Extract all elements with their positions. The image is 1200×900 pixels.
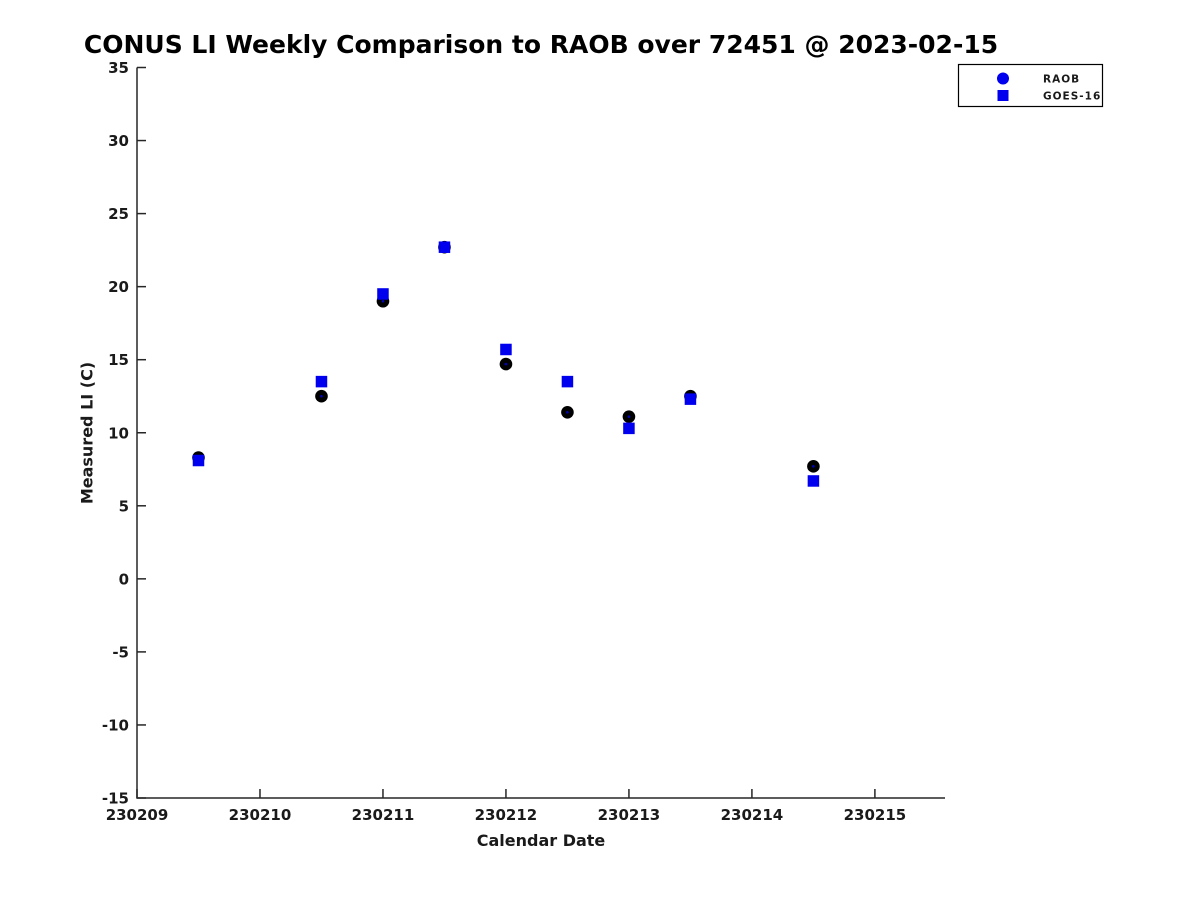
x-tick-label: 230211 (352, 806, 415, 824)
x-axis-label: Calendar Date (476, 831, 606, 850)
axis-spines (136, 67, 945, 799)
goes-16-marker (561, 375, 574, 388)
x-tick-label: 230215 (844, 806, 907, 824)
x-tick-label: 230210 (229, 806, 292, 824)
legend-marker-goes-16 (997, 90, 1009, 101)
y-tick-label: 15 (108, 351, 129, 369)
goes-16-marker (315, 375, 328, 388)
raob-marker-center (627, 415, 631, 418)
y-tick-label: 35 (108, 59, 129, 77)
y-tick-label: 0 (119, 570, 129, 588)
x-tick-label: 230212 (475, 806, 538, 824)
goes-16-marker (500, 343, 512, 356)
goes-16-marker (438, 241, 451, 253)
goes-16-marker (377, 288, 389, 300)
goes-16-marker (192, 454, 205, 467)
legend-box (957, 63, 1104, 108)
y-tick-label: 10 (108, 424, 129, 442)
chart-title: CONUS LI Weekly Comparison to RAOB over … (83, 30, 999, 59)
raob-marker-center (504, 362, 508, 366)
y-tick-label: -5 (112, 643, 129, 661)
legend-marker-raob (997, 72, 1009, 85)
y-tick-label: 5 (119, 497, 129, 515)
y-tick-label: 20 (108, 278, 129, 296)
y-tick-label: -15 (102, 790, 129, 808)
raob-marker-center (381, 299, 385, 303)
legend-label: GOES-16 (1043, 91, 1101, 103)
y-tick-label: 25 (108, 205, 129, 223)
raob-marker-center (566, 410, 569, 414)
y-tick-label: -10 (102, 716, 129, 734)
y-tick-label: 30 (108, 132, 129, 150)
raob-marker-center (812, 465, 815, 468)
goes-16-marker (807, 475, 820, 487)
goes-16-marker (623, 422, 635, 435)
x-tick-label: 230214 (721, 806, 784, 824)
x-tick-label: 230209 (106, 806, 169, 824)
legend-label: RAOB (1043, 74, 1080, 86)
raob-marker-center (320, 394, 323, 398)
goes-16-marker (684, 393, 697, 405)
x-tick-label: 230213 (598, 806, 661, 824)
